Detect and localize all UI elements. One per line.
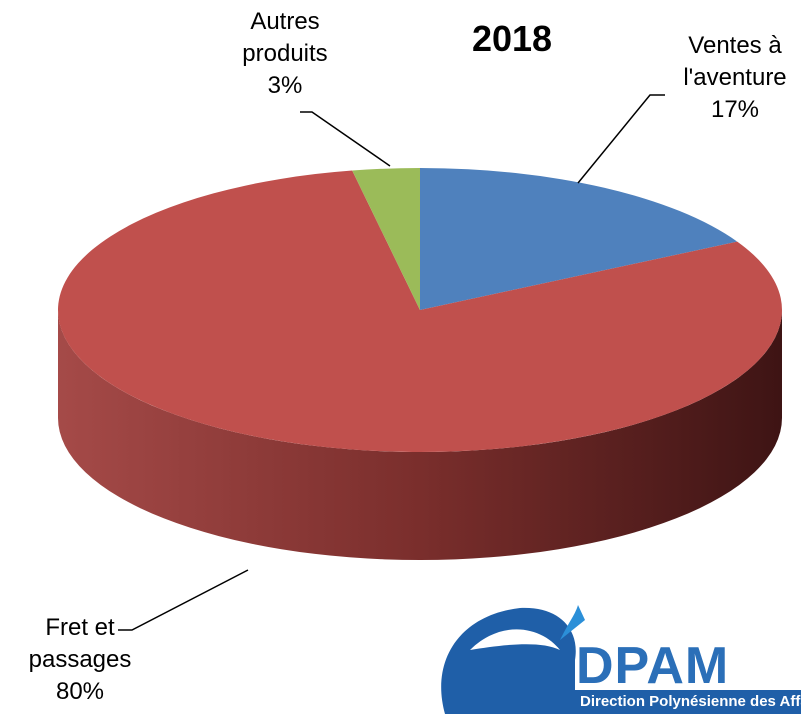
- pie-slice: [58, 170, 783, 453]
- value-label: 17%: [710, 96, 760, 123]
- leader-line: [577, 94, 665, 184]
- pie-slice: [420, 168, 738, 310]
- value-label: 80%: [55, 678, 105, 705]
- category-label: Autres produits: [242, 8, 328, 67]
- data-label: Autres produits 3%: [215, 6, 355, 102]
- data-label: Fret et passages 80%: [10, 612, 150, 708]
- category-label: Ventes à l'aventure: [683, 32, 787, 91]
- leader-line: [118, 569, 249, 631]
- category-label: Fret et passages: [28, 614, 132, 673]
- value-label: 3%: [267, 72, 303, 99]
- logo-emblem: [441, 605, 585, 714]
- data-label: Ventes à l'aventure 17%: [655, 30, 801, 126]
- leader-line: [300, 111, 391, 167]
- pie-slice: [352, 168, 420, 310]
- logo-name: DPAM: [576, 637, 730, 695]
- chart-title: 2018: [471, 18, 553, 59]
- logo-subtitle: Direction Polynésienne des Affaire: [572, 690, 801, 714]
- slice-side: [58, 310, 782, 560]
